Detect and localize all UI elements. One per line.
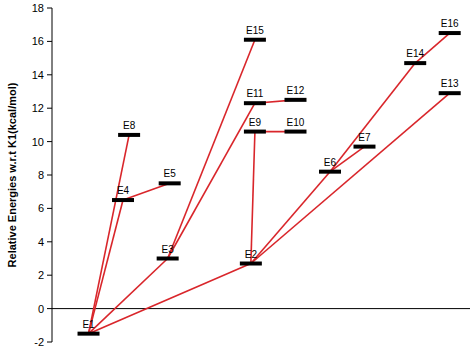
- link: [251, 93, 450, 263]
- y-tick: [47, 41, 52, 42]
- link: [168, 40, 255, 259]
- energy-level: [284, 130, 306, 134]
- level-label: E11: [246, 88, 263, 99]
- level-label: E15: [246, 25, 264, 36]
- link: [251, 132, 255, 264]
- energy-level: [244, 38, 266, 42]
- level-label: E3: [162, 244, 175, 255]
- y-tick: [47, 108, 52, 109]
- level-label: E6: [324, 157, 337, 168]
- y-tick-label: 6: [38, 202, 44, 214]
- chart: -2 0 2 4 6 8 10 12 14 16 18 Relative Energies w.r.t…: [0, 0, 476, 352]
- y-tick: [47, 8, 52, 9]
- y-tick-label: -2: [34, 336, 44, 348]
- level-label: E5: [164, 168, 177, 179]
- energy-level: [319, 170, 341, 174]
- link: [89, 264, 251, 334]
- level-label: E1: [82, 319, 95, 330]
- y-tick-label: 0: [38, 303, 44, 315]
- link: [168, 103, 255, 258]
- level-label: E8: [123, 120, 136, 131]
- level-label: E4: [117, 185, 130, 196]
- energy-level: [404, 61, 426, 65]
- y-tick-label: 4: [38, 236, 44, 248]
- level-label: E9: [249, 117, 262, 128]
- energy-level: [244, 130, 266, 134]
- energy-level: [78, 332, 100, 336]
- energy-level: [159, 181, 181, 185]
- energy-level: [118, 133, 140, 137]
- level-label: E7: [358, 132, 371, 143]
- level-label: E16: [441, 18, 459, 29]
- level-label: E14: [406, 48, 424, 59]
- energy-level: [244, 101, 266, 105]
- link: [123, 183, 170, 200]
- y-tick: [47, 141, 52, 142]
- energy-level: [439, 31, 461, 35]
- energy-level: [240, 262, 262, 266]
- y-tick: [47, 208, 52, 209]
- y-tick: [47, 74, 52, 75]
- energy-level: [284, 98, 306, 102]
- y-tick: [47, 175, 52, 176]
- level-label: E10: [287, 117, 305, 128]
- link: [251, 172, 330, 264]
- link: [89, 200, 123, 334]
- level-label: E2: [245, 249, 258, 260]
- level-label: E12: [287, 85, 305, 96]
- y-axis-label: Relative Energies w.r.t K1(kcal/mol): [6, 82, 18, 267]
- y-tick: [47, 275, 52, 276]
- y-tick-label: 8: [38, 169, 44, 181]
- energy-level: [439, 91, 461, 95]
- y-tick: [47, 342, 52, 343]
- y-tick-label: 2: [38, 269, 44, 281]
- link: [89, 259, 168, 334]
- energy-level: [157, 257, 179, 261]
- y-tick-label: 16: [32, 35, 44, 47]
- energy-level: [112, 198, 134, 202]
- y-tick-label: 14: [32, 69, 44, 81]
- energy-level: [353, 145, 375, 149]
- y-tick-label: 12: [32, 102, 44, 114]
- y-tick-label: 10: [32, 136, 44, 148]
- level-label: E13: [441, 78, 459, 89]
- y-tick: [47, 308, 52, 309]
- link: [330, 63, 415, 172]
- y-tick: [47, 241, 52, 242]
- y-tick-label: 18: [32, 2, 44, 14]
- link: [89, 135, 130, 334]
